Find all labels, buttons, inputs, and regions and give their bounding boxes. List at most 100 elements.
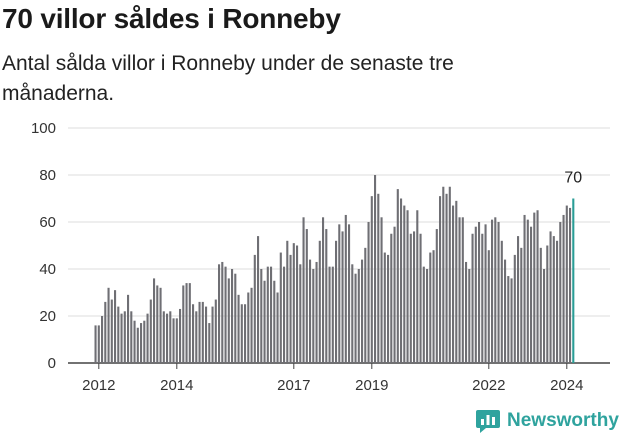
bar xyxy=(468,269,471,363)
bar xyxy=(533,212,536,363)
bar xyxy=(127,294,130,363)
bar xyxy=(546,245,549,363)
bar xyxy=(338,224,341,363)
bar xyxy=(110,299,113,363)
bar xyxy=(448,186,451,363)
bar xyxy=(312,269,315,363)
y-tick-label: 20 xyxy=(39,308,56,325)
bar xyxy=(455,200,458,363)
bar xyxy=(140,323,143,363)
bar xyxy=(208,323,211,363)
bar xyxy=(133,320,136,363)
bar xyxy=(114,290,117,363)
y-tick-label: 60 xyxy=(39,214,56,231)
bar xyxy=(299,264,302,363)
bar xyxy=(504,259,507,363)
bar xyxy=(370,196,373,363)
bar xyxy=(136,327,139,363)
bar xyxy=(227,278,230,363)
bar xyxy=(474,226,477,363)
bar xyxy=(247,292,250,363)
bar xyxy=(344,214,347,363)
bar xyxy=(403,205,406,363)
bar xyxy=(97,325,100,363)
bar xyxy=(539,247,542,363)
bar xyxy=(159,287,162,363)
bar xyxy=(146,313,149,363)
bar xyxy=(198,301,201,363)
bar xyxy=(279,252,282,363)
y-tick-label: 80 xyxy=(39,167,56,184)
bar xyxy=(250,287,253,363)
bar xyxy=(107,287,110,363)
bar xyxy=(94,325,97,363)
bar xyxy=(523,214,526,363)
bar xyxy=(292,243,295,363)
bar xyxy=(322,217,325,363)
bar xyxy=(569,207,572,363)
bar xyxy=(179,308,182,363)
bar xyxy=(166,313,169,363)
bar xyxy=(214,299,217,363)
bar xyxy=(234,273,237,363)
bar xyxy=(435,229,438,363)
bar xyxy=(130,311,133,363)
bar xyxy=(380,217,383,363)
bar xyxy=(367,222,370,363)
bar xyxy=(510,278,513,363)
bar xyxy=(374,175,377,363)
bar xyxy=(341,231,344,363)
x-tick-label: 2017 xyxy=(277,377,310,394)
bar xyxy=(452,205,455,363)
bar xyxy=(562,214,565,363)
chart-subtitle: Antal sålda villor i Ronneby under de se… xyxy=(2,52,454,105)
bar xyxy=(348,224,351,363)
bar xyxy=(471,233,474,363)
bar xyxy=(419,233,422,363)
bar xyxy=(120,313,123,363)
bar xyxy=(487,250,490,363)
bar xyxy=(237,294,240,363)
bar xyxy=(406,210,409,363)
bar xyxy=(276,292,279,363)
bar xyxy=(393,226,396,363)
bar xyxy=(240,304,243,363)
bar xyxy=(559,222,562,363)
bar xyxy=(149,299,152,363)
bar xyxy=(123,311,126,363)
bar xyxy=(354,273,357,363)
bar xyxy=(325,229,328,363)
bar xyxy=(289,254,292,363)
bar xyxy=(497,222,500,363)
bar xyxy=(104,301,107,363)
bar xyxy=(416,210,419,363)
bar xyxy=(409,233,412,363)
chart-title: 70 villor såldes i Ronneby xyxy=(2,3,341,34)
bar xyxy=(517,236,520,363)
bar xyxy=(494,217,497,363)
bar xyxy=(432,250,435,363)
bar xyxy=(383,252,386,363)
bar xyxy=(143,320,146,363)
bar xyxy=(549,231,552,363)
bar xyxy=(390,233,393,363)
bar xyxy=(244,304,247,363)
bar xyxy=(302,217,305,363)
bar xyxy=(101,316,104,363)
bar xyxy=(195,311,198,363)
y-tick-label: 0 xyxy=(48,355,56,372)
bar xyxy=(461,217,464,363)
bar xyxy=(328,266,331,363)
bar xyxy=(513,254,516,363)
bar xyxy=(205,306,208,363)
bars xyxy=(94,175,575,363)
bar xyxy=(266,266,269,363)
bar-latest xyxy=(572,198,575,363)
bar xyxy=(520,247,523,363)
bar xyxy=(387,254,390,363)
last-value-label: 70 xyxy=(564,170,582,187)
bar xyxy=(357,269,360,363)
bar xyxy=(552,236,555,363)
